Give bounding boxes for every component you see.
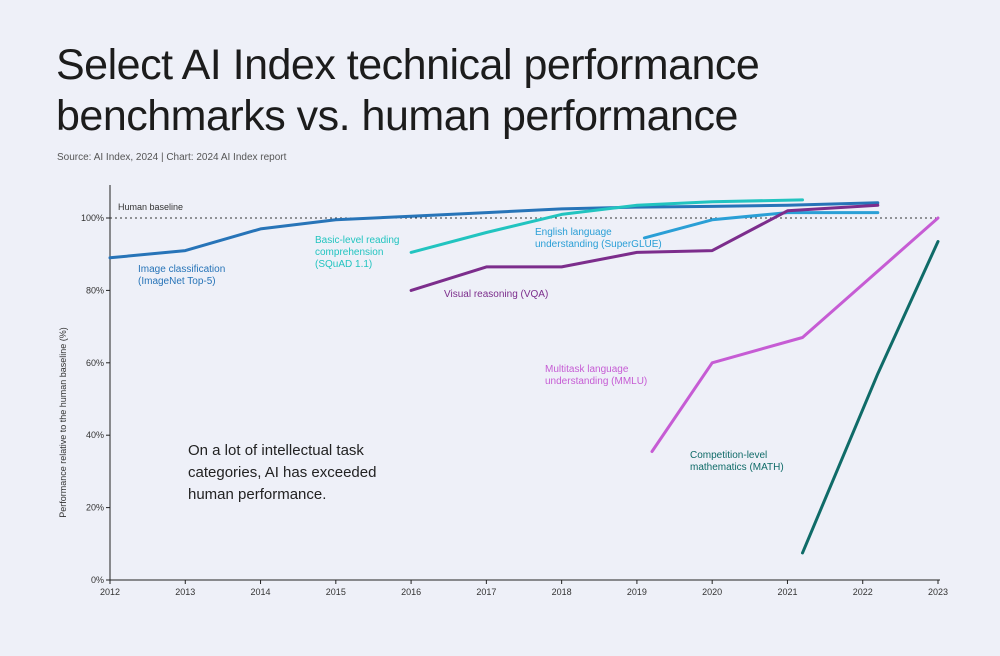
- x-tick-label: 2020: [702, 587, 722, 597]
- x-tick-label: 2022: [853, 587, 873, 597]
- series-line: [642, 211, 880, 240]
- series-labels: Image classification (ImageNet Top-5) Basi…: [138, 227, 784, 473]
- x-tick-label: 2023: [928, 587, 948, 597]
- x-tick-label: 2016: [401, 587, 421, 597]
- series-lines: [108, 198, 940, 555]
- x-tick-label: 2021: [777, 587, 797, 597]
- y-tick-label: 0%: [91, 575, 104, 585]
- series-line: [801, 240, 940, 555]
- x-tick-label: 2014: [251, 587, 271, 597]
- chart-title: Select AI Index technical performance be…: [56, 41, 760, 140]
- x-tick-label: 2012: [100, 587, 120, 597]
- series-label: Image classification (ImageNet Top-5): [138, 264, 225, 287]
- series-label: Basic-level reading comprehension (SQuAD 1…: [315, 235, 400, 270]
- axes: 2012 2013 2014 2015 2016 2017 2018 2019 2020 2021…: [58, 185, 948, 597]
- human-baseline: Human baseline: [110, 202, 938, 219]
- chart-source: Source: AI Index, 2024 | Chart: 2024 AI …: [57, 152, 287, 163]
- annotation-note: On a lot of intellectual task categories,…: [188, 442, 376, 503]
- series-line: [409, 203, 880, 292]
- y-axis-label: Performance relative to the human baseli…: [58, 327, 68, 518]
- series-label: Multitask language understanding (MMLU): [545, 364, 647, 387]
- annotation-text: On a lot of intellectual task categories,…: [188, 442, 376, 503]
- y-tick-label: 20%: [86, 503, 104, 513]
- x-tick-label: 2013: [175, 587, 195, 597]
- x-tick-label: 2015: [326, 587, 346, 597]
- y-tick-label: 40%: [86, 430, 104, 440]
- x-tick-label: 2018: [552, 587, 572, 597]
- y-tick-label: 60%: [86, 358, 104, 368]
- x-tick-label: 2017: [476, 587, 496, 597]
- series-line: [650, 216, 940, 453]
- series-label: English language understanding (SuperGLUE…: [535, 227, 662, 250]
- y-tick-label: 100%: [81, 213, 104, 223]
- human-baseline-label: Human baseline: [118, 202, 183, 212]
- series-label: Visual reasoning (VQA): [444, 289, 548, 300]
- series-line: [409, 198, 804, 254]
- y-tick-label: 80%: [86, 285, 104, 295]
- x-tick-label: 2019: [627, 587, 647, 597]
- series-line: [108, 201, 880, 260]
- series-label: Competition-level mathematics (MATH): [690, 450, 784, 473]
